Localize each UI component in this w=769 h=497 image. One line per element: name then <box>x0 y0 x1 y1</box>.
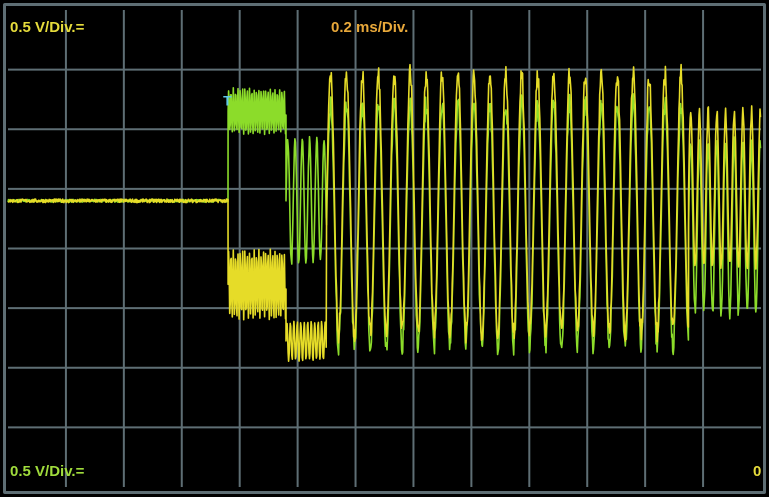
trace-yellow <box>7 63 762 362</box>
trigger-marker: T <box>223 92 232 108</box>
channel-1-scale-label: 0.5 V/Div.= <box>10 19 85 36</box>
corner-value-label: 0 <box>753 463 762 480</box>
timebase-label: 0.2 ms/Div. <box>331 19 409 36</box>
screen-border <box>3 3 766 494</box>
channel-2-scale-label: 0.5 V/Div.= <box>10 463 85 480</box>
